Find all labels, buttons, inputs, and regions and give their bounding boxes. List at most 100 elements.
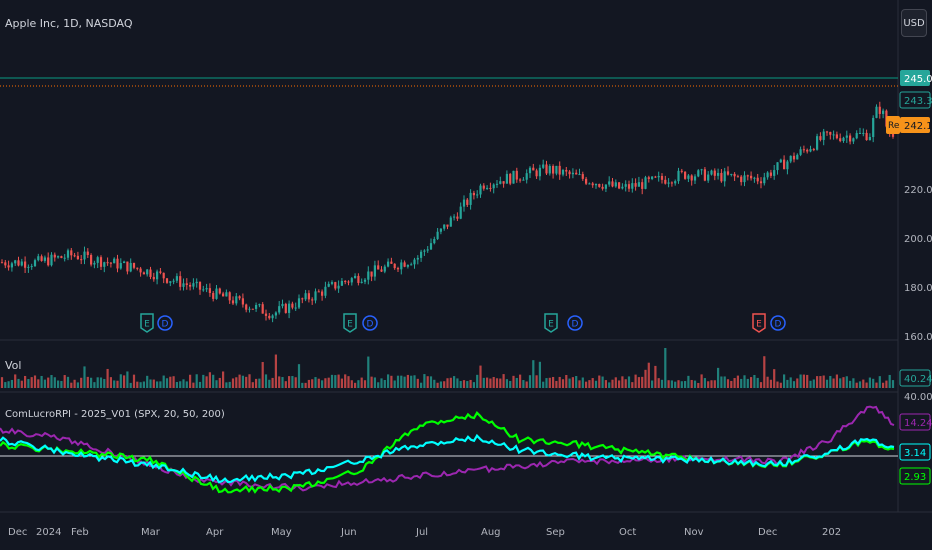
volume-bars xyxy=(0,348,895,388)
volume-bar xyxy=(634,374,637,388)
candle-body xyxy=(641,182,644,189)
candle-body xyxy=(17,260,20,266)
candle-body xyxy=(443,224,446,229)
volume-bar xyxy=(27,379,30,388)
dividend-marker[interactable]: D xyxy=(567,315,583,331)
indicator-value-tag-text: 3.14 xyxy=(904,448,926,459)
volume-bar xyxy=(132,374,136,388)
candle-body xyxy=(208,288,211,293)
volume-bar xyxy=(548,377,551,388)
dividend-marker[interactable]: D xyxy=(362,315,378,331)
volume-bar xyxy=(387,374,390,388)
candle-body xyxy=(786,161,789,170)
volume-bar xyxy=(126,371,129,388)
candle-body xyxy=(730,173,733,175)
volume-bar xyxy=(456,378,459,388)
volume-bar xyxy=(185,381,188,388)
candle-body xyxy=(835,134,838,139)
volume-bar xyxy=(789,377,792,388)
candle-body xyxy=(53,254,56,258)
volume-bar xyxy=(317,378,320,388)
volume-bar xyxy=(225,382,228,388)
candle-body xyxy=(670,182,673,184)
volume-value-tag: 40.24M xyxy=(899,369,932,387)
volume-bar xyxy=(20,380,23,388)
volume-bar xyxy=(363,380,367,388)
candle-body xyxy=(152,276,155,280)
earnings-marker[interactable]: E xyxy=(752,313,766,333)
candle-body xyxy=(314,291,317,301)
volume-bar xyxy=(466,381,469,388)
volume-bar xyxy=(367,356,370,388)
volume-bar xyxy=(822,375,825,388)
volume-bar xyxy=(657,378,660,388)
volume-bar xyxy=(862,379,865,388)
candle-body xyxy=(324,286,327,296)
candle-body xyxy=(103,262,106,267)
candle-body xyxy=(357,275,360,283)
volume-bar xyxy=(799,374,802,388)
volume-bar xyxy=(314,377,317,388)
volume-bar xyxy=(136,381,139,388)
volume-bar xyxy=(17,378,20,388)
earnings-marker[interactable]: E xyxy=(544,313,558,333)
volume-bar xyxy=(558,376,561,388)
avg-tag-badge xyxy=(886,116,900,134)
volume-value-tag-bg xyxy=(899,369,931,387)
candle-body xyxy=(753,177,756,179)
candle-body xyxy=(825,131,829,133)
volume-bar xyxy=(106,368,109,388)
indicator-value-tag-bg xyxy=(899,467,931,485)
candle-body xyxy=(86,251,89,255)
dividend-marker[interactable]: D xyxy=(770,315,786,331)
candle-body xyxy=(525,173,528,180)
indicator-lines xyxy=(0,405,898,494)
candle-body xyxy=(228,292,231,301)
volume-bar xyxy=(182,379,185,388)
candle-body xyxy=(878,106,881,114)
volume-bar xyxy=(24,375,27,388)
candle-body xyxy=(354,275,357,279)
volume-bar xyxy=(690,379,693,388)
candle-body xyxy=(763,177,766,184)
symbol-title: Apple Inc, 1D, NASDAQ xyxy=(5,17,133,30)
candle-body xyxy=(799,149,802,155)
volume-pane-title: Vol xyxy=(5,359,21,372)
candle-body xyxy=(14,260,17,264)
volume-bar xyxy=(149,379,152,388)
candle-body xyxy=(816,136,819,150)
candle-body xyxy=(446,224,449,227)
price-axis[interactable]: 220.00 200.00 180.00 160.00 245.00 243.36 Re 24… xyxy=(886,70,932,485)
candle-body xyxy=(773,170,776,176)
volume-bar xyxy=(872,378,875,388)
volume-bar xyxy=(248,374,251,388)
volume-bar xyxy=(436,382,439,388)
volume-bar xyxy=(812,379,815,388)
volume-bar xyxy=(693,380,697,388)
volume-bar xyxy=(865,382,868,388)
volume-bar xyxy=(119,374,122,388)
candle-body xyxy=(76,255,79,260)
volume-bar xyxy=(707,381,710,388)
volume-bar xyxy=(779,382,782,388)
candle-body xyxy=(189,284,192,287)
volume-bar xyxy=(568,378,571,388)
currency-button[interactable]: USD xyxy=(901,9,927,37)
volume-bar xyxy=(208,372,211,388)
earnings-marker[interactable]: E xyxy=(343,313,357,333)
candle-body xyxy=(40,256,43,261)
volume-bar xyxy=(304,382,307,388)
time-axis[interactable]: Dec 2024 Feb Mar Apr May Jun Jul Aug Sep Oct Nov Dec… xyxy=(8,527,841,538)
volume-bar xyxy=(255,378,258,388)
earnings-marker[interactable]: E xyxy=(140,313,154,333)
dividend-marker[interactable]: D xyxy=(157,315,173,331)
candle-body xyxy=(136,267,139,269)
candle-body xyxy=(393,263,396,269)
candle-body xyxy=(317,291,320,293)
candle-body xyxy=(159,271,162,273)
volume-bar xyxy=(829,375,832,388)
candle-body xyxy=(80,259,83,261)
volume-bar xyxy=(730,380,733,388)
